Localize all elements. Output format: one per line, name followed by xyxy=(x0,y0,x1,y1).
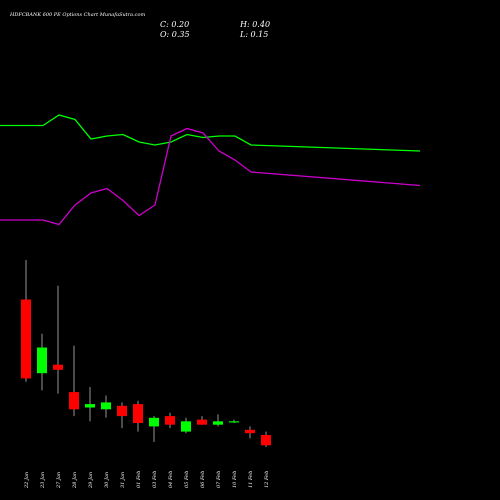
candle-body xyxy=(197,419,207,425)
candle xyxy=(21,260,31,382)
candle xyxy=(181,417,191,434)
close-value: C: 0.20 xyxy=(160,20,189,29)
x-tick-label: 22 Jan xyxy=(24,472,30,489)
chart-title: HDFCBANK 600 PE Options Chart MunafaSutr… xyxy=(9,12,145,18)
candle xyxy=(149,416,159,442)
x-tick-label: 29 Jan xyxy=(88,472,94,489)
candle xyxy=(85,387,95,422)
x-axis-labels: 22 Jan 23 Jan 27 Jan 28 Jan 29 Jan 30 Jan 31 J… xyxy=(24,471,270,489)
x-tick-label: 23 Jan xyxy=(40,472,46,489)
indicator-line-1 xyxy=(0,114,421,152)
x-tick-label: 12 Feb xyxy=(264,471,270,488)
indicator-line-2 xyxy=(0,127,421,226)
candle xyxy=(229,419,239,423)
x-tick-label: 27 Jan xyxy=(56,472,62,489)
indicator-lines xyxy=(0,114,421,226)
candle xyxy=(69,345,79,417)
candle-body xyxy=(229,421,239,423)
candle xyxy=(101,395,111,418)
high-value: H: 0.40 xyxy=(239,20,270,29)
candle-body xyxy=(133,404,143,423)
candle xyxy=(53,285,63,394)
candle xyxy=(37,333,47,391)
candle-body xyxy=(85,404,95,408)
x-tick-label: 10 Feb xyxy=(232,471,238,488)
x-tick-label: 30 Jan xyxy=(104,472,110,488)
candle-body xyxy=(213,421,223,425)
candle xyxy=(165,412,175,429)
candle-body xyxy=(181,421,191,432)
x-tick-label: 04 Feb xyxy=(168,471,174,488)
x-tick-label: 05 Feb xyxy=(184,471,190,488)
x-tick-label: 31 Jan xyxy=(120,472,126,488)
candle xyxy=(261,431,271,447)
candle xyxy=(133,400,143,432)
candle-body xyxy=(245,429,255,434)
candle-body xyxy=(69,392,79,410)
x-tick-label: 11 Feb xyxy=(248,471,254,488)
x-tick-label: 01 Feb xyxy=(136,471,142,488)
candle-body xyxy=(101,402,111,410)
x-tick-label: 06 Feb xyxy=(200,471,206,488)
candle-body xyxy=(165,416,175,425)
open-value: O: 0.35 xyxy=(160,30,190,39)
candle-body xyxy=(37,347,47,374)
low-value: L: 0.15 xyxy=(239,30,268,39)
candle xyxy=(197,416,207,425)
x-tick-label: 03 Feb xyxy=(152,471,158,488)
candle xyxy=(245,426,255,439)
x-tick-label: 28 Jan xyxy=(72,472,78,489)
candle-body xyxy=(117,405,127,417)
candle xyxy=(117,402,127,429)
x-tick-label: 07 Feb xyxy=(216,471,222,488)
candlestick-series xyxy=(21,260,271,447)
candle-body xyxy=(261,435,271,446)
candle-body xyxy=(53,364,63,370)
candle-body xyxy=(21,299,31,379)
candle xyxy=(213,414,223,427)
candle-body xyxy=(149,417,159,427)
